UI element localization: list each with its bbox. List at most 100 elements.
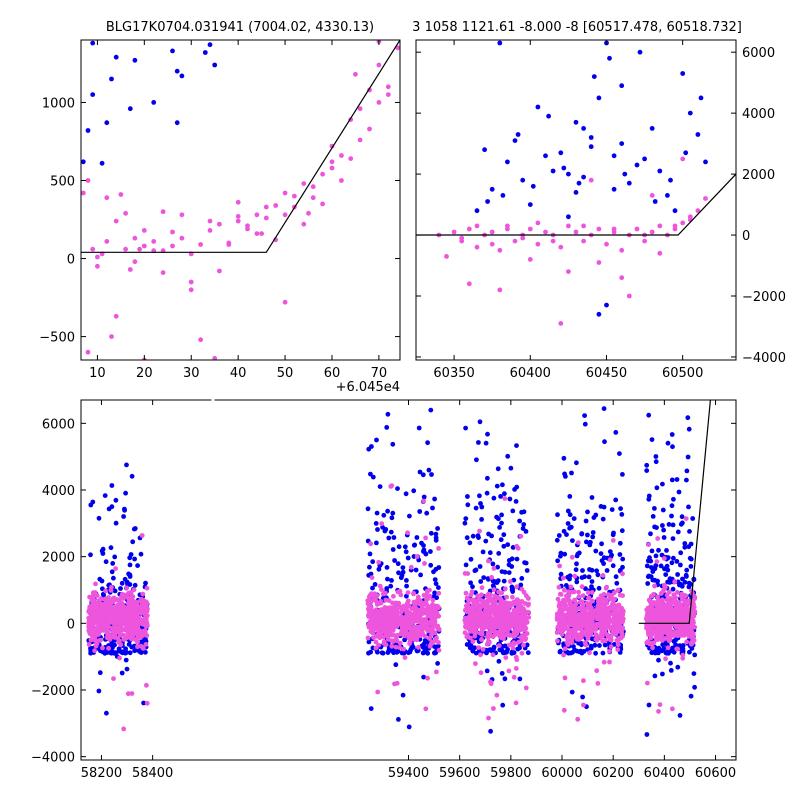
data-point-pink xyxy=(310,195,316,201)
data-point-blue xyxy=(676,489,682,495)
data-point-blue xyxy=(381,512,387,518)
data-point-pink xyxy=(112,613,118,619)
data-point-pink xyxy=(93,637,98,643)
data-point-blue xyxy=(483,538,489,544)
data-point-pink xyxy=(561,652,566,658)
data-point-pink xyxy=(673,605,679,611)
data-point-pink xyxy=(600,573,606,578)
data-point-pink xyxy=(170,243,175,249)
data-point-pink xyxy=(596,260,602,265)
data-point-pink xyxy=(634,226,640,232)
data-point-blue xyxy=(432,496,437,502)
data-point-pink xyxy=(406,603,412,609)
data-point-pink xyxy=(516,598,521,604)
data-point-blue xyxy=(671,496,676,502)
data-point-blue xyxy=(202,50,208,55)
data-point-pink xyxy=(604,241,609,247)
data-point-blue xyxy=(366,639,372,645)
data-point-blue xyxy=(103,559,109,565)
data-point-pink xyxy=(525,595,531,601)
data-point-blue xyxy=(421,674,426,680)
data-point-blue xyxy=(109,483,115,488)
data-point-pink xyxy=(92,648,97,654)
data-point-pink xyxy=(421,498,426,504)
data-point-pink xyxy=(519,650,525,656)
data-point-pink xyxy=(373,639,379,645)
data-point-pink xyxy=(463,624,468,629)
data-point-blue xyxy=(611,153,617,159)
data-point-blue xyxy=(507,496,513,502)
data-point-blue xyxy=(692,652,698,658)
data-point-blue xyxy=(650,569,656,574)
data-point-pink xyxy=(511,634,517,639)
data-point-blue xyxy=(129,473,135,479)
data-point-blue xyxy=(684,567,690,573)
data-point-pink xyxy=(436,546,441,551)
data-point-pink xyxy=(408,564,414,570)
data-point-pink xyxy=(670,706,675,712)
data-point-pink xyxy=(86,642,92,647)
data-point-pink xyxy=(90,246,96,252)
data-point-blue xyxy=(561,528,567,534)
data-point-blue xyxy=(669,432,675,437)
data-point-pink xyxy=(478,670,484,676)
data-point-pink xyxy=(134,628,140,633)
data-point-pink xyxy=(357,137,363,143)
data-point-pink xyxy=(564,634,570,639)
data-point-pink xyxy=(655,594,660,600)
data-point-pink xyxy=(135,639,140,645)
data-point-pink xyxy=(434,635,439,641)
data-point-blue xyxy=(482,147,487,153)
data-point-blue xyxy=(579,531,585,537)
data-point-blue xyxy=(403,549,409,555)
data-point-pink xyxy=(652,583,657,589)
data-point-blue xyxy=(411,488,417,494)
data-point-blue xyxy=(619,83,625,89)
data-point-pink xyxy=(466,281,472,287)
data-point-pink xyxy=(650,645,655,651)
data-point-blue xyxy=(665,440,671,446)
data-point-blue xyxy=(495,466,501,472)
data-point-pink xyxy=(679,591,685,597)
data-point-pink xyxy=(422,600,427,606)
data-point-blue xyxy=(684,468,690,474)
data-point-pink xyxy=(116,597,121,603)
data-point-blue xyxy=(563,474,568,479)
data-point-blue xyxy=(569,470,574,476)
data-point-pink xyxy=(144,585,150,591)
data-point-pink xyxy=(429,639,435,645)
data-point-pink xyxy=(106,595,111,600)
data-point-pink xyxy=(235,214,241,219)
data-point-pink xyxy=(494,595,500,600)
data-point-pink xyxy=(395,589,401,595)
data-point-pink xyxy=(121,618,127,624)
data-point-blue xyxy=(607,55,612,61)
data-point-blue xyxy=(509,587,515,592)
data-point-pink xyxy=(561,707,567,713)
data-point-blue xyxy=(500,644,506,649)
data-point-blue xyxy=(667,580,673,585)
data-point-blue xyxy=(588,539,593,545)
data-point-blue xyxy=(108,650,114,656)
data-point-blue xyxy=(543,153,548,159)
data-point-pink xyxy=(489,241,495,247)
data-point-blue xyxy=(151,100,157,105)
data-point-blue xyxy=(474,457,479,463)
data-point-pink xyxy=(357,106,363,112)
data-point-pink xyxy=(425,675,430,681)
data-point-pink xyxy=(436,647,442,653)
data-point-blue xyxy=(433,581,439,587)
data-point-pink xyxy=(672,579,678,584)
data-point-pink xyxy=(569,554,575,560)
data-point-blue xyxy=(686,504,691,510)
data-point-pink xyxy=(100,645,105,651)
data-point-pink xyxy=(139,533,145,538)
data-point-blue xyxy=(610,563,616,569)
data-point-pink xyxy=(472,611,477,617)
data-point-pink xyxy=(92,628,98,633)
data-point-blue xyxy=(666,522,672,527)
data-point-pink xyxy=(468,623,474,629)
data-point-pink xyxy=(645,639,651,644)
data-point-blue xyxy=(622,171,628,177)
data-point-blue xyxy=(477,493,482,499)
